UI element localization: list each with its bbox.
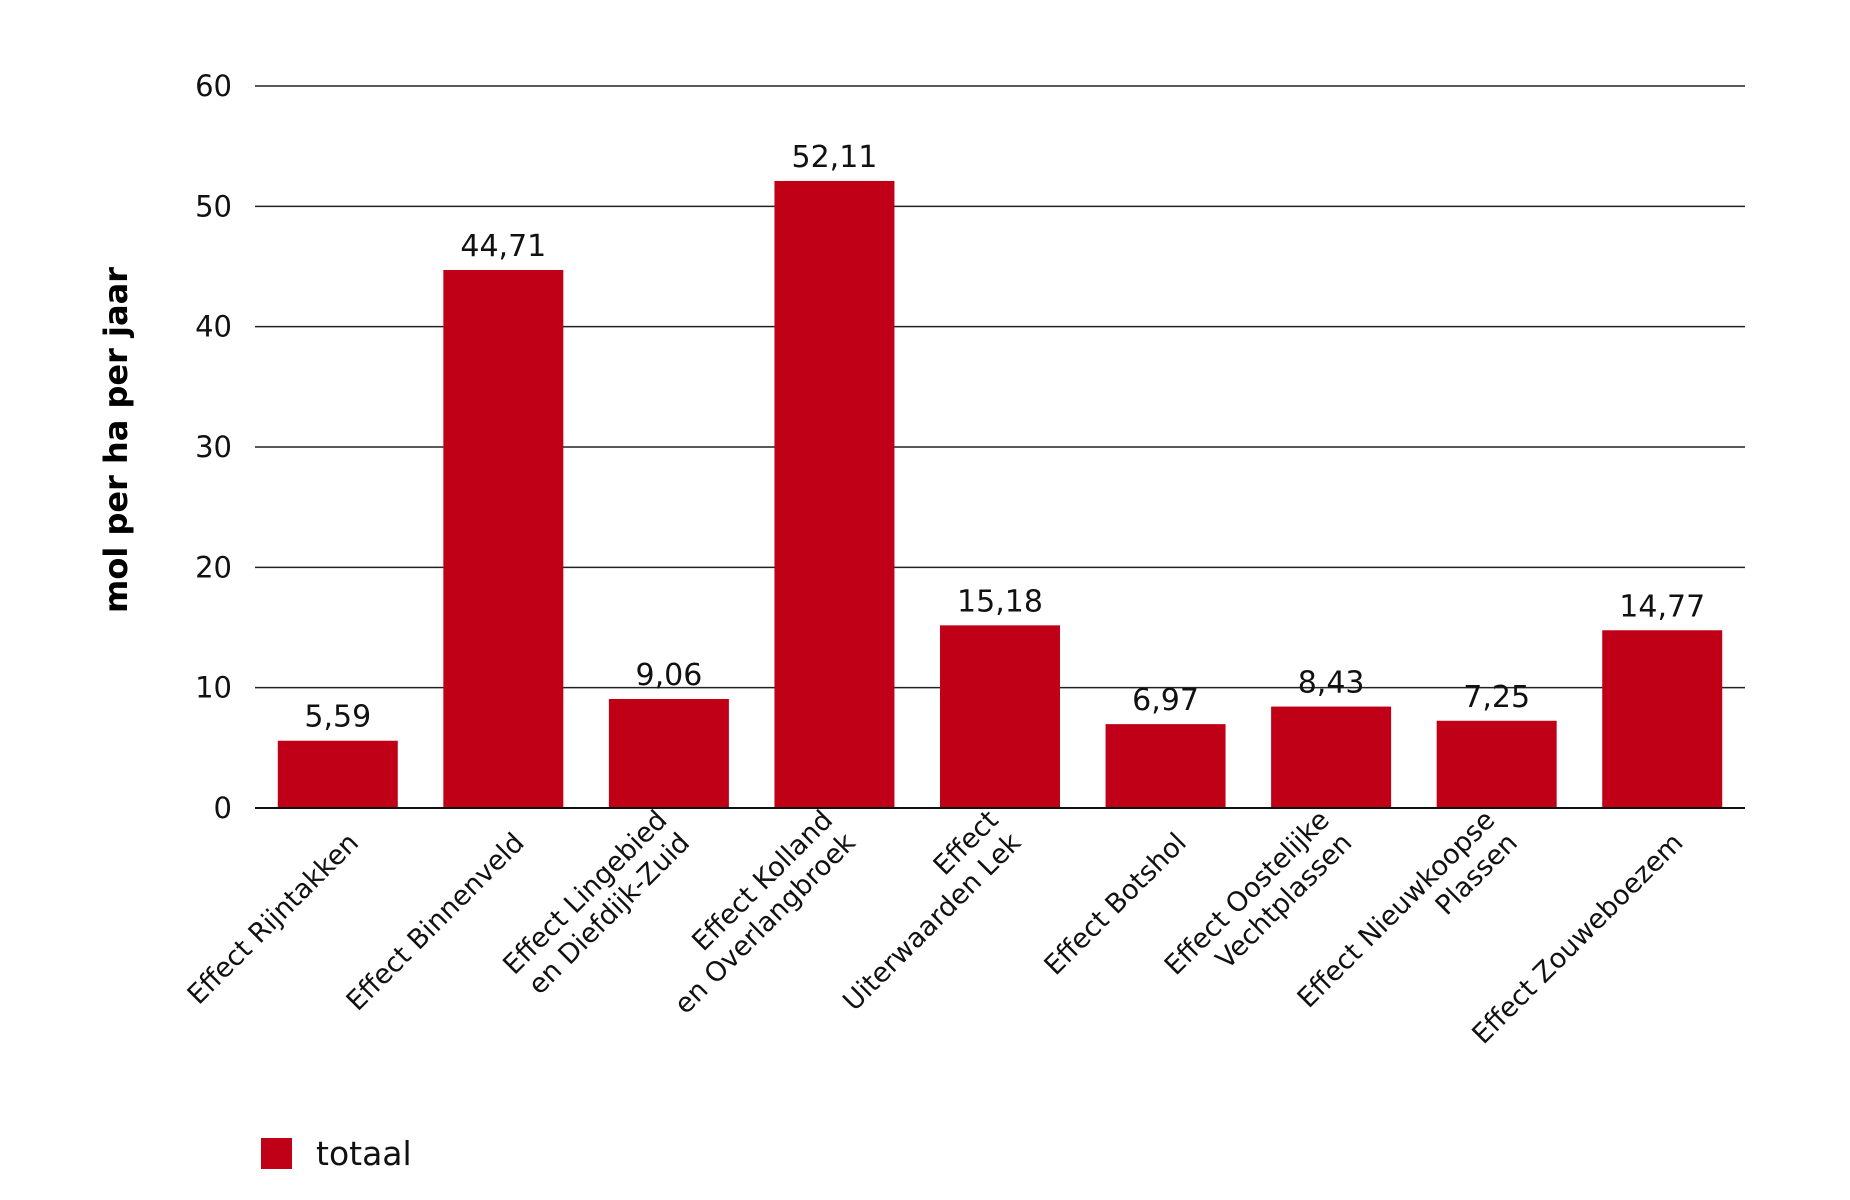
value-label: 6,97: [1132, 683, 1199, 718]
category-label: Effect Rijntakken: [182, 827, 365, 1010]
y-tick-label: 0: [214, 791, 232, 825]
legend-swatch: [261, 1138, 292, 1169]
value-label: 5,59: [304, 700, 371, 735]
bar: [774, 180, 895, 808]
bars: [277, 180, 1723, 809]
y-tick-label: 40: [195, 310, 232, 344]
value-label: 15,18: [957, 584, 1043, 619]
bar: [277, 740, 398, 808]
value-label: 44,71: [460, 229, 546, 264]
y-axis-title: mol per ha per jaar: [97, 267, 135, 613]
value-label: 7,25: [1463, 680, 1530, 715]
category-label-line: Effect Binnenveld: [341, 827, 531, 1017]
bar: [1105, 724, 1226, 808]
value-label: 8,43: [1298, 666, 1365, 701]
legend-label-totaal: totaal: [316, 1134, 412, 1173]
value-labels: 5,59 44,71 9,06 52,11 15,18 6,97 8,43 7,25 14,77: [304, 140, 1705, 735]
category-label-line: Effect Rijntakken: [182, 827, 365, 1010]
y-axis-ticks: 0 10 20 30 40 50 60: [195, 69, 232, 825]
bar: [608, 698, 729, 808]
value-label: 52,11: [791, 140, 877, 175]
category-label: Effect Binnenveld: [341, 827, 531, 1017]
y-tick-label: 20: [195, 550, 232, 584]
bar: [1602, 630, 1723, 808]
y-tick-label: 60: [195, 69, 232, 103]
bar: [1271, 706, 1392, 808]
y-tick-label: 50: [195, 189, 232, 223]
bar: [443, 269, 564, 809]
y-tick-label: 10: [195, 671, 232, 705]
value-label: 9,06: [635, 658, 702, 693]
bar: [1436, 720, 1557, 808]
y-tick-label: 30: [195, 430, 232, 464]
bar: [940, 625, 1060, 808]
value-label: 14,77: [1619, 589, 1705, 624]
legend: totaal: [261, 1134, 412, 1173]
